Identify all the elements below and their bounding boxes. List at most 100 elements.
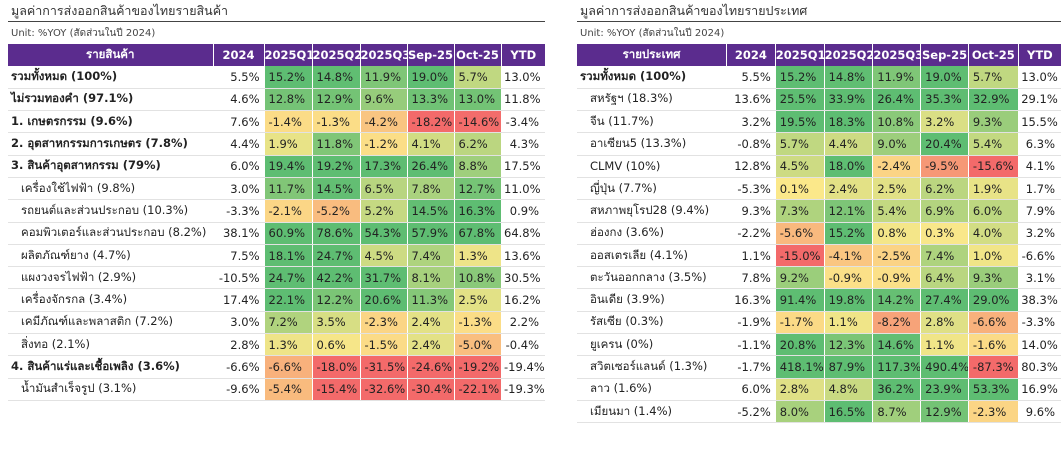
cell-ytd: 16.9% xyxy=(1018,378,1061,401)
cell-sep-25: 11.3% xyxy=(406,288,454,312)
cell-ytd: -6.6% xyxy=(1018,244,1061,268)
cell-ytd: 6.3% xyxy=(1018,132,1061,156)
table-row: ไม่รวมทองคำ (97.1%) 4.6% 12.8% 12.9% 9.6% 13.… xyxy=(8,88,545,112)
table-row: จีน (11.7%) 3.2% 19.5% 18.3% 10.8% 3.2% 9.3% 15… xyxy=(577,110,1061,134)
cell-oct-25: -5.0% xyxy=(453,333,501,357)
cell-2025q1: 15.2% xyxy=(774,66,825,89)
cell-2025q3: 0.8% xyxy=(872,222,921,245)
cell-2025q3: -31.5% xyxy=(359,355,407,379)
cell-2025q1: 60.9% xyxy=(263,222,312,245)
cell-2025q3: 10.8% xyxy=(872,110,921,134)
col-header-oct-25: Oct-25 xyxy=(454,44,502,66)
cell-ytd: 4.3% xyxy=(501,132,545,156)
table-row: ฮ่องกง (3.6%) -2.2% -5.6% 15.2% 0.8% 0.3% 4.0%… xyxy=(577,222,1061,245)
table-row: คอมพิวเตอร์และส่วนประกอบ (8.2%) 38.1% 60.9… xyxy=(8,222,545,245)
cell-2025q3: 54.3% xyxy=(359,222,407,245)
row-label: รวมทั้งหมด (100%) xyxy=(8,66,213,89)
cell-sep-25: 19.0% xyxy=(920,66,969,89)
cell-ytd: 9.6% xyxy=(1018,400,1061,424)
cell-sep-25: -30.4% xyxy=(406,378,454,401)
cell-sep-25: 6.4% xyxy=(920,266,969,290)
cell-oct-25: 1.0% xyxy=(967,244,1019,268)
table-row: รวมทั้งหมด (100%) 5.5% 15.2% 14.8% 11.9% 19.0… xyxy=(8,66,545,89)
cell-2025q2: 11.8% xyxy=(311,132,360,156)
row-label: น้ำมันสำเร็จรูป (3.1%) xyxy=(8,378,213,401)
cell-2024: -9.6% xyxy=(213,378,264,401)
row-label: CLMV (10%) xyxy=(577,155,727,178)
cell-sep-25: 490.4% xyxy=(920,355,969,379)
cell-2025q1: 8.0% xyxy=(774,400,825,424)
table-row: เครื่องใช้ไฟฟ้า (9.8%) 3.0% 11.7% 14.5% 6.5%… xyxy=(8,177,545,201)
col-header-country: รายประเทศ xyxy=(577,44,727,66)
panel-title: มูลค่าการส่งออกสินค้าของไทยรายสินค้า xyxy=(8,0,545,22)
row-label: เมียนมา (1.4%) xyxy=(577,400,727,424)
cell-ytd: 3.1% xyxy=(1018,266,1061,290)
cell-2025q2: -0.9% xyxy=(823,266,873,290)
cell-sep-25: 7.4% xyxy=(920,244,969,268)
cell-2024: -3.3% xyxy=(213,199,264,223)
cell-2025q1: 91.4% xyxy=(774,288,825,312)
row-label: ไม่รวมทองคำ (97.1%) xyxy=(8,88,213,112)
row-label: สวิตเซอร์แลนด์ (1.3%) xyxy=(577,355,727,379)
row-label: เครื่องใช้ไฟฟ้า (9.8%) xyxy=(8,177,213,201)
cell-2025q2: -15.4% xyxy=(311,378,360,401)
cell-oct-25: -22.1% xyxy=(453,378,501,401)
cell-2025q3: -8.2% xyxy=(872,311,921,335)
cell-sep-25: 19.0% xyxy=(406,66,454,89)
row-label: 4. สินค้าแร่และเชื้อเพลิง (3.6%) xyxy=(8,355,213,379)
cell-oct-25: -15.6% xyxy=(967,155,1019,178)
cell-2025q1: 9.2% xyxy=(774,266,825,290)
country-export-table: รายประเทศ 2024 2025Q1 2025Q2 2025Q3 Sep-… xyxy=(577,44,1061,424)
cell-2025q3: 17.3% xyxy=(359,155,407,178)
cell-ytd: 38.3% xyxy=(1018,288,1061,312)
col-header-2025q3: 2025Q3 xyxy=(360,44,408,66)
cell-oct-25: -87.3% xyxy=(967,355,1019,379)
cell-sep-25: 6.2% xyxy=(920,177,969,201)
cell-2024: 2.8% xyxy=(213,333,264,357)
cell-2025q3: -2.5% xyxy=(872,244,921,268)
cell-2025q1: 19.4% xyxy=(263,155,312,178)
product-export-panel: มูลค่าการส่งออกสินค้าของไทยรายสินค้า Uni… xyxy=(8,0,545,401)
cell-oct-25: -2.3% xyxy=(967,400,1019,424)
table-row: อินเดีย (3.9%) 16.3% 91.4% 19.8% 14.2% 27.4% 2… xyxy=(577,288,1061,312)
row-label: 1. เกษตรกรรม (9.6%) xyxy=(8,110,213,134)
cell-2025q1: 2.8% xyxy=(774,378,825,401)
row-label: จีน (11.7%) xyxy=(577,110,727,134)
col-header-oct-25: Oct-25 xyxy=(968,44,1019,66)
cell-oct-25: -19.2% xyxy=(453,355,501,379)
cell-2025q2: 1.1% xyxy=(823,311,873,335)
cell-2025q2: -4.1% xyxy=(823,244,873,268)
cell-2024: -5.3% xyxy=(726,177,776,201)
row-label: ผลิตภัณฑ์ยาง (4.7%) xyxy=(8,244,213,268)
cell-2025q1: 19.5% xyxy=(774,110,825,134)
cell-ytd: 13.0% xyxy=(1018,66,1061,89)
row-label: สหรัฐฯ (18.3%) xyxy=(577,88,727,112)
cell-sep-25: 20.4% xyxy=(920,132,969,156)
cell-ytd: 2.2% xyxy=(501,311,545,335)
cell-ytd: 14.0% xyxy=(1018,333,1061,357)
cell-oct-25: 5.7% xyxy=(967,66,1019,89)
table-row: อาเซียน5 (13.3%) -0.8% 5.7% 4.4% 9.0% 20.4% 5.… xyxy=(577,132,1061,156)
cell-2025q1: -6.6% xyxy=(263,355,312,379)
cell-sep-25: 12.9% xyxy=(920,400,969,424)
cell-oct-25: 9.3% xyxy=(967,110,1019,134)
cell-ytd: 29.1% xyxy=(1018,88,1061,112)
cell-oct-25: -6.6% xyxy=(967,311,1019,335)
cell-2025q2: 12.3% xyxy=(823,333,873,357)
cell-2025q2: 18.3% xyxy=(823,110,873,134)
cell-2024: -1.7% xyxy=(726,355,776,379)
row-label: ออสเตรเลีย (4.1%) xyxy=(577,244,727,268)
cell-2025q1: 1.9% xyxy=(263,132,312,156)
cell-ytd: 11.0% xyxy=(501,177,545,201)
cell-2025q3: -1.2% xyxy=(359,132,407,156)
cell-2025q1: 1.3% xyxy=(263,333,312,357)
cell-2025q1: -5.6% xyxy=(774,222,825,245)
cell-2025q1: 7.2% xyxy=(263,311,312,335)
cell-ytd: -0.4% xyxy=(501,333,545,357)
cell-2025q1: 20.8% xyxy=(774,333,825,357)
cell-2025q3: 8.7% xyxy=(872,400,921,424)
cell-2025q2: 12.2% xyxy=(311,288,360,312)
cell-2025q2: 14.5% xyxy=(311,177,360,201)
table-row: แผงวงจรไฟฟ้า (2.9%) -10.5% 24.7% 42.2% 31.7%… xyxy=(8,266,545,290)
row-label: รวมทั้งหมด (100%) xyxy=(577,66,727,89)
